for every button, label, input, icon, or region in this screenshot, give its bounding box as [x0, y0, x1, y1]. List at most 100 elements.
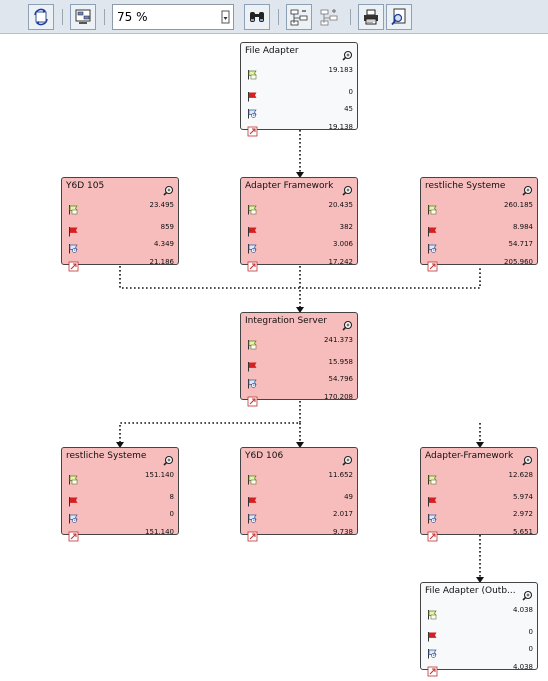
- zoom-in-icon[interactable]: [522, 586, 533, 601]
- zoom-in-icon[interactable]: [522, 181, 533, 196]
- node-box[interactable]: Y6D 106 11.652 49 2.017 9.738: [240, 447, 359, 542]
- toolbar-separator: [278, 9, 279, 25]
- print-preview-button[interactable]: [386, 4, 412, 30]
- messages-processing-value: 54.796: [328, 375, 354, 383]
- messages-success-row: 19.138: [241, 122, 359, 137]
- refresh-button[interactable]: [28, 4, 54, 30]
- messages-processing-value: 2.017: [332, 510, 353, 518]
- successful-icon: [247, 122, 258, 137]
- successful-icon: [247, 527, 258, 542]
- error-flag-icon: [247, 87, 258, 102]
- messages-total-value: 260.185: [504, 201, 533, 209]
- messages-processing-value: 0: [169, 510, 174, 518]
- node-title: Adapter Framework: [245, 181, 334, 191]
- successful-icon: [247, 392, 258, 407]
- zoom-in-icon[interactable]: [342, 451, 353, 466]
- messages-success-row: 17.242: [241, 257, 359, 272]
- messages-error-value: 0: [348, 88, 353, 96]
- find-button[interactable]: [244, 4, 270, 30]
- successful-icon: [427, 527, 438, 542]
- messages-total-row: 12.628: [421, 470, 539, 485]
- node-title: restliche Systeme: [425, 181, 506, 191]
- node-box[interactable]: File Adapter 19.183 0 45 19.138: [240, 42, 359, 137]
- messages-error-row: 5.974: [421, 492, 539, 507]
- node-box[interactable]: File Adapter (Outb... 4.038 0 0 4.038: [420, 582, 539, 677]
- messages-processing-value: 2.972: [512, 510, 533, 518]
- graph-canvas: File Adapter 19.183 0 45 19.138 Y6D 105 23.495…: [0, 34, 548, 677]
- messages-processing-row: 0: [421, 644, 539, 659]
- node-title: Adapter-Framework: [425, 451, 514, 461]
- node-title: Y6D 106: [245, 451, 284, 461]
- messages-total-row: 4.038: [421, 605, 539, 620]
- messages-success-value: 9.738: [332, 528, 353, 536]
- error-flag-icon: [247, 222, 258, 237]
- messages-total-icon: [247, 335, 258, 350]
- messages-success-row: 205.960: [421, 257, 539, 272]
- error-flag-icon: [247, 492, 258, 507]
- zoom-in-icon[interactable]: [342, 181, 353, 196]
- processing-icon: [247, 104, 258, 119]
- messages-total-row: 19.183: [241, 65, 359, 80]
- node-box[interactable]: Integration Server 241.373 15.958 54.796 170…: [240, 312, 359, 407]
- node-title: File Adapter: [245, 46, 299, 56]
- messages-success-value: 5.651: [512, 528, 533, 536]
- collapse-button[interactable]: [286, 4, 312, 30]
- connectors: [116, 130, 484, 583]
- messages-processing-value: 4.349: [153, 240, 174, 248]
- print-button[interactable]: [358, 4, 384, 30]
- messages-success-row: 170.208: [241, 392, 359, 407]
- error-flag-icon: [247, 357, 258, 372]
- messages-success-value: 17.242: [328, 258, 354, 266]
- messages-error-value: 15.958: [328, 358, 354, 366]
- messages-success-value: 170.208: [324, 393, 353, 401]
- messages-total-icon: [247, 200, 258, 215]
- error-flag-icon: [427, 492, 438, 507]
- successful-icon: [427, 257, 438, 272]
- zoom-select[interactable]: 75 %: [112, 4, 234, 30]
- messages-total-value: 241.373: [324, 336, 353, 344]
- processing-icon: [427, 239, 438, 254]
- node-box[interactable]: restliche Systeme 151.140 8 0 151.140: [61, 447, 180, 542]
- zoom-in-icon[interactable]: [163, 181, 174, 196]
- messages-total-icon: [68, 470, 79, 485]
- messages-processing-value: 54.717: [508, 240, 534, 248]
- node-box[interactable]: Adapter Framework 20.435 382 3.006 17.242: [240, 177, 359, 272]
- messages-total-row: 151.140: [62, 470, 180, 485]
- zoom-in-icon[interactable]: [342, 316, 353, 331]
- refresh-icon: [34, 8, 48, 26]
- messages-total-row: 20.435: [241, 200, 359, 215]
- node-box[interactable]: Y6D 105 23.495 859 4.349 21.186: [61, 177, 180, 272]
- messages-processing-row: 54.796: [241, 374, 359, 389]
- zoom-in-icon[interactable]: [522, 451, 533, 466]
- node-box[interactable]: Adapter-Framework 12.628 5.974 2.972 5.651: [420, 447, 539, 542]
- processing-icon: [68, 239, 79, 254]
- messages-error-row: 49: [241, 492, 359, 507]
- error-flag-icon: [68, 492, 79, 507]
- messages-success-value: 151.140: [145, 528, 174, 536]
- messages-total-value: 19.183: [328, 66, 354, 74]
- dropdown-arrow-icon: [221, 10, 230, 24]
- messages-error-value: 49: [344, 493, 353, 501]
- error-flag-icon: [68, 222, 79, 237]
- successful-icon: [68, 527, 79, 542]
- tree-collapse-icon: [290, 9, 308, 26]
- zoom-in-icon[interactable]: [163, 451, 174, 466]
- messages-total-value: 151.140: [145, 471, 174, 479]
- zoom-in-icon[interactable]: [342, 46, 353, 61]
- expand-button[interactable]: [316, 4, 342, 30]
- messages-total-row: 11.652: [241, 470, 359, 485]
- messages-total-icon: [68, 200, 79, 215]
- binoculars-icon: [250, 12, 264, 22]
- messages-success-value: 19.138: [328, 123, 354, 131]
- overview-button[interactable]: [70, 4, 96, 30]
- messages-processing-row: 4.349: [62, 239, 180, 254]
- messages-total-value: 12.628: [508, 471, 534, 479]
- messages-error-row: 859: [62, 222, 180, 237]
- node-box[interactable]: restliche Systeme 260.185 8.984 54.717 205.9…: [420, 177, 538, 272]
- messages-error-row: 0: [421, 627, 539, 642]
- processing-icon: [68, 509, 79, 524]
- messages-processing-value: 45: [344, 105, 353, 113]
- processing-icon: [247, 374, 258, 389]
- toolbar-separator: [350, 9, 351, 25]
- messages-processing-row: 3.006: [241, 239, 359, 254]
